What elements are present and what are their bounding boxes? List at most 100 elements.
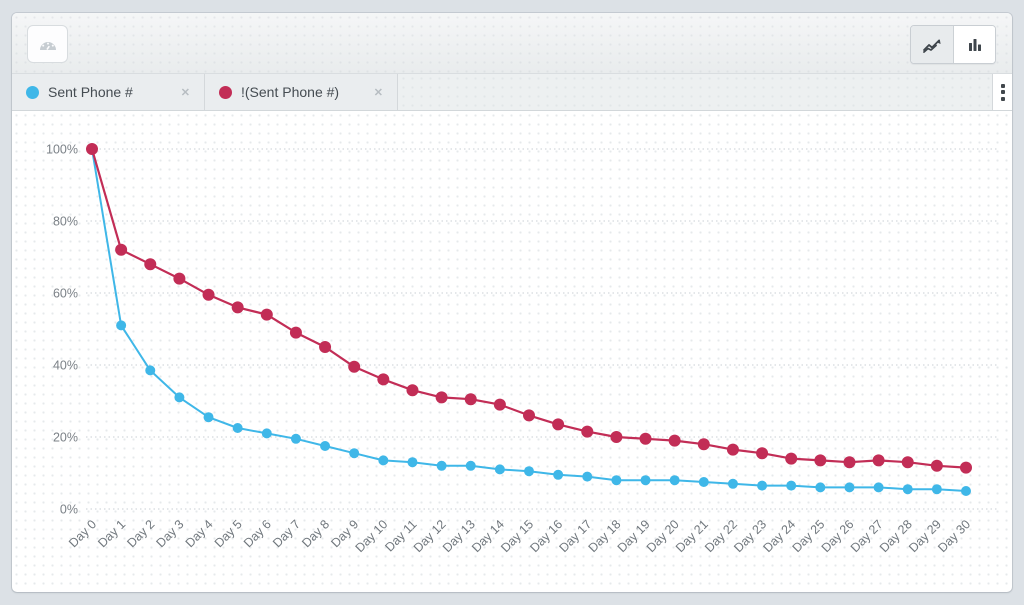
tab-bar-spacer <box>398 74 992 110</box>
data-point[interactable] <box>873 482 884 493</box>
data-point[interactable] <box>319 341 332 353</box>
data-point[interactable] <box>115 243 128 256</box>
x-axis-tick-label: Day 5 <box>212 517 245 550</box>
chart-type-toggle <box>910 25 996 64</box>
data-point[interactable] <box>669 475 680 486</box>
data-point[interactable] <box>407 457 418 468</box>
data-point[interactable] <box>174 392 185 403</box>
data-point[interactable] <box>116 320 127 331</box>
data-point[interactable] <box>260 308 273 321</box>
data-point[interactable] <box>582 471 593 482</box>
series-color-dot <box>219 85 232 99</box>
line-view-button[interactable] <box>911 26 953 63</box>
kebab-menu-icon <box>1000 96 1005 101</box>
y-axis-tick-label: 0% <box>60 503 78 517</box>
more-options-button[interactable] <box>992 74 1012 110</box>
bar-chart-icon <box>968 38 981 51</box>
x-axis-tick-label: Day 8 <box>299 517 332 550</box>
data-point[interactable] <box>349 448 360 459</box>
x-axis-tick-label: Day 4 <box>183 517 216 550</box>
x-axis-tick-label: Day 2 <box>124 517 157 550</box>
y-axis-tick-label: 100% <box>46 143 78 157</box>
data-point[interactable] <box>523 409 535 422</box>
data-point[interactable] <box>494 464 505 475</box>
tab-label: !(Sent Phone #) <box>241 84 340 100</box>
data-point[interactable] <box>436 460 447 471</box>
x-axis-tick-label: Day 10 <box>353 517 391 555</box>
close-icon[interactable]: ✕ <box>373 86 383 99</box>
close-icon[interactable]: ✕ <box>180 86 190 99</box>
gauge-icon <box>39 42 56 50</box>
data-point[interactable] <box>785 452 798 465</box>
bar-view-button[interactable] <box>953 26 995 63</box>
x-axis-tick-label: Day 1 <box>95 517 128 550</box>
data-point[interactable] <box>757 480 768 491</box>
data-point[interactable] <box>290 433 301 444</box>
data-point[interactable] <box>786 480 797 491</box>
tab-sent-phone[interactable]: Sent Phone # ✕ <box>12 74 205 110</box>
data-point[interactable] <box>493 398 506 411</box>
data-point[interactable] <box>581 425 594 438</box>
data-point[interactable] <box>86 143 98 155</box>
data-point[interactable] <box>524 466 534 477</box>
data-point[interactable] <box>756 447 769 460</box>
gauge-button[interactable] <box>27 25 68 63</box>
x-axis-tick-label: Day 0 <box>66 517 99 550</box>
data-point[interactable] <box>261 428 272 439</box>
data-point[interactable] <box>902 484 913 495</box>
y-axis-tick-label: 40% <box>53 359 78 373</box>
data-point[interactable] <box>610 431 623 443</box>
data-point[interactable] <box>931 484 942 495</box>
data-point[interactable] <box>843 456 856 469</box>
segment-tab-bar: Sent Phone # ✕ !(Sent Phone #) ✕ <box>12 74 1012 111</box>
report-card: Sent Phone # ✕ !(Sent Phone #) ✕ 0% 20% 40… <box>12 13 1012 592</box>
y-axis-tick-label: 20% <box>53 431 78 445</box>
data-point[interactable] <box>698 477 709 487</box>
data-point[interactable] <box>552 418 565 431</box>
data-point[interactable] <box>814 454 827 467</box>
data-point[interactable] <box>435 391 448 404</box>
x-axis-tick-label: Day 6 <box>241 517 274 550</box>
toolbar <box>12 13 1012 74</box>
data-point[interactable] <box>465 460 476 471</box>
data-point[interactable] <box>611 475 622 486</box>
data-point[interactable] <box>872 454 885 467</box>
data-point[interactable] <box>901 456 914 469</box>
data-point[interactable] <box>668 434 681 447</box>
data-point[interactable] <box>202 288 215 301</box>
data-point[interactable] <box>726 443 739 456</box>
data-point[interactable] <box>203 412 214 423</box>
data-point[interactable] <box>697 438 710 451</box>
data-point[interactable] <box>145 365 156 376</box>
data-point[interactable] <box>961 486 971 496</box>
data-point[interactable] <box>844 482 855 493</box>
data-point[interactable] <box>815 482 826 493</box>
data-point[interactable] <box>320 441 331 451</box>
tab-not-sent-phone[interactable]: !(Sent Phone #) ✕ <box>205 74 398 110</box>
data-point[interactable] <box>377 373 390 386</box>
y-axis-tick-label: 80% <box>53 215 78 229</box>
data-point[interactable] <box>640 475 651 486</box>
y-axis-tick-label: 60% <box>53 287 78 301</box>
retention-chart: 0% 20% 40% 60% 80% 100% Day 0 Day 1 Day 2 Day 3 Da… <box>12 111 1012 591</box>
data-point[interactable] <box>144 258 157 271</box>
data-point[interactable] <box>639 432 652 445</box>
data-point[interactable] <box>553 469 564 480</box>
data-point[interactable] <box>231 301 244 314</box>
data-point[interactable] <box>727 478 738 489</box>
data-point[interactable] <box>464 393 477 406</box>
data-point[interactable] <box>406 384 419 397</box>
data-point[interactable] <box>960 461 972 474</box>
data-point[interactable] <box>173 272 186 285</box>
series-color-dot <box>26 85 39 99</box>
data-point[interactable] <box>348 360 361 373</box>
data-point[interactable] <box>930 459 943 472</box>
series-line-0 <box>91 148 967 492</box>
data-point[interactable] <box>378 455 389 466</box>
data-point[interactable] <box>232 423 243 433</box>
data-point[interactable] <box>289 326 302 339</box>
x-axis-tick-label: Day 3 <box>154 517 187 550</box>
tab-label: Sent Phone # <box>48 84 133 100</box>
x-axis-tick-label: Day 7 <box>270 517 303 550</box>
